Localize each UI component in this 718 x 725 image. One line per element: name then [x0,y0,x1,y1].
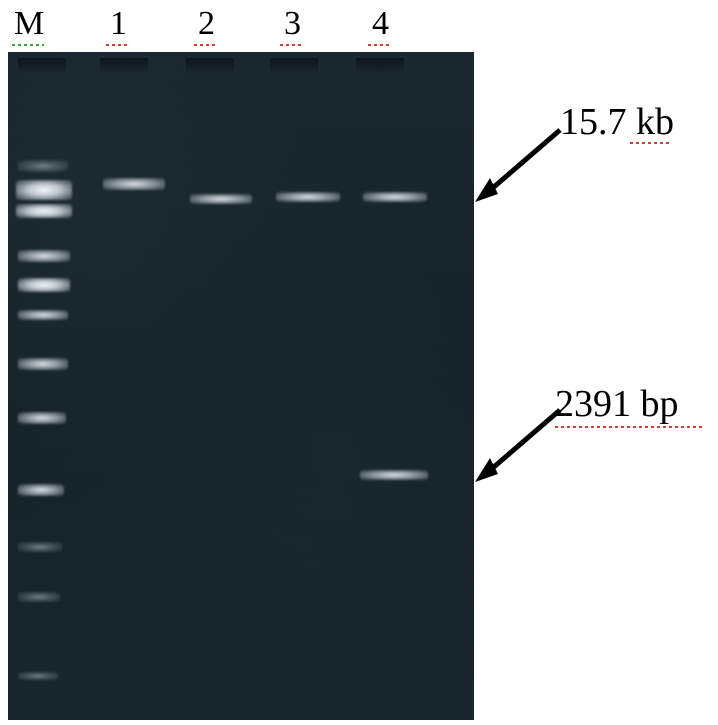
lane-label-2: 2 [198,5,215,43]
ladder-band [18,672,58,680]
gel-background-texture [8,52,474,720]
annotation-upper-label: 15.7 kb [560,100,674,144]
ladder-band [18,412,66,424]
sample-band-lane1 [103,178,165,190]
gel-well [100,58,148,72]
lane-label-M: M [14,5,44,43]
ladder-band [18,592,60,602]
sample-band-lane3 [276,192,340,202]
underline-lower-annotation [555,426,705,428]
ladder-band [18,484,64,496]
gel-well [356,58,404,72]
gel-well [186,58,234,72]
sample-band-lane2 [190,194,252,204]
underline-upper-annotation [630,142,670,144]
gel-well [270,58,318,72]
ladder-band [18,310,68,320]
ladder-band [18,542,62,552]
sample-band-lane4-lower [360,470,428,480]
annotation-lower-label: 2391 bp [555,382,679,426]
ladder-band [18,160,68,172]
gel-electrophoresis-image [8,52,474,720]
ladder-band [16,180,72,200]
ladder-band [18,358,68,370]
underline-M [12,44,44,46]
lane-label-1: 1 [110,5,127,43]
lane-label-4: 4 [372,5,389,43]
lane-label-3: 3 [284,5,301,43]
ladder-band [18,250,70,262]
sample-band-lane4-upper [363,192,427,202]
underline-1 [106,44,128,46]
arrow-upper [470,120,570,210]
underline-3 [280,44,302,46]
ladder-band [16,204,72,218]
gel-well [18,58,66,72]
underline-4 [368,44,390,46]
underline-2 [194,44,216,46]
ladder-band [18,278,70,292]
